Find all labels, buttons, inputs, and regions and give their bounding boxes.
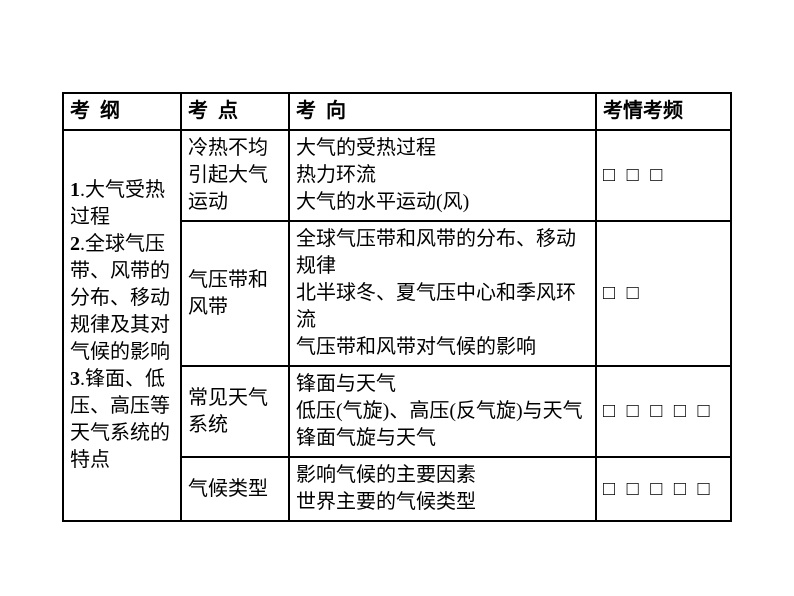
header-outline: 考纲 — [63, 93, 181, 130]
syllabus-table: 考纲 考点 考向 考情考频 1.大气受热过程 2.全球气压带、风带的分布、移动规… — [62, 92, 732, 522]
freq-cell: □ □ — [596, 221, 731, 366]
outline-1: .大气受热过程 — [70, 179, 165, 228]
freq-cell: □ □ □ □ □ — [596, 366, 731, 457]
direction-cell: 大气的受热过程 热力环流 大气的水平运动(风) — [289, 130, 596, 221]
freq-cell: □ □ □ □ □ — [596, 457, 731, 521]
outline-cell: 1.大气受热过程 2.全球气压带、风带的分布、移动规律及其对气候的影响 3.锋面… — [63, 130, 181, 521]
direction-cell: 锋面与天气 低压(气旋)、高压(反气旋)与天气 锋面气旋与天气 — [289, 366, 596, 457]
freq-cell: □ □ □ — [596, 130, 731, 221]
outline-3: .锋面、低压、高压等天气系统的特点 — [70, 368, 170, 471]
syllabus-table-wrapper: 考纲 考点 考向 考情考频 1.大气受热过程 2.全球气压带、风带的分布、移动规… — [62, 92, 730, 522]
header-point: 考点 — [181, 93, 289, 130]
point-cell: 常见天气系统 — [181, 366, 289, 457]
direction-cell: 影响气候的主要因素 世界主要的气候类型 — [289, 457, 596, 521]
direction-cell: 全球气压带和风带的分布、移动规律 北半球冬、夏气压中心和季风环流 气压带和风带对… — [289, 221, 596, 366]
point-cell: 冷热不均引起大气运动 — [181, 130, 289, 221]
header-direction: 考向 — [289, 93, 596, 130]
point-cell: 气压带和风带 — [181, 221, 289, 366]
outline-2: .全球气压带、风带的分布、移动规律及其对气候的影响 — [70, 233, 170, 363]
point-cell: 气候类型 — [181, 457, 289, 521]
header-row: 考纲 考点 考向 考情考频 — [63, 93, 731, 130]
table-row: 1.大气受热过程 2.全球气压带、风带的分布、移动规律及其对气候的影响 3.锋面… — [63, 130, 731, 221]
header-freq: 考情考频 — [596, 93, 731, 130]
